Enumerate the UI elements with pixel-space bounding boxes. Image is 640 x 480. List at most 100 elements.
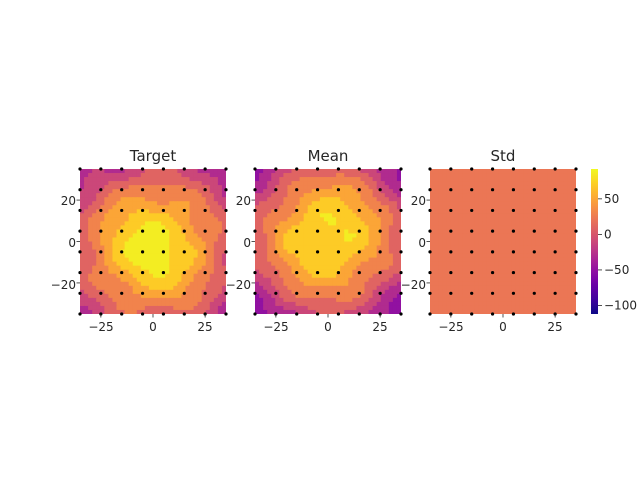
contour-cell — [364, 273, 370, 279]
contour-cell — [157, 213, 162, 218]
sample-point — [357, 229, 361, 233]
x-tick-label-std-1: −25 — [438, 320, 463, 334]
contour-cell — [380, 209, 386, 214]
contour-cell — [507, 269, 512, 275]
contour-cell — [547, 277, 553, 283]
contour-cell — [486, 245, 492, 251]
contour-cell — [539, 177, 545, 182]
contour-cell — [116, 257, 122, 263]
contour-cell — [323, 229, 329, 235]
contour-cell — [470, 189, 476, 194]
contour-cell — [80, 173, 85, 178]
contour-cell — [454, 305, 459, 311]
contour-cell — [466, 217, 472, 222]
contour-cell — [283, 301, 289, 307]
contour-cell — [364, 301, 370, 307]
contour-cell — [169, 257, 174, 263]
contour-cell — [332, 221, 337, 226]
contour-cell — [434, 193, 439, 198]
contour-cell — [323, 257, 329, 263]
contour-cell — [201, 173, 207, 178]
contour-cell — [364, 257, 370, 263]
contour-cell — [177, 261, 182, 267]
contour-cell — [100, 241, 105, 247]
contour-cell — [515, 217, 520, 222]
sample-point — [120, 291, 124, 295]
contour-cell — [348, 301, 353, 307]
contour-cell — [132, 173, 138, 178]
contour-cell — [543, 253, 549, 259]
contour-cell — [185, 221, 191, 226]
contour-cell — [519, 249, 524, 255]
contour-cell — [144, 185, 150, 190]
contour-cell — [193, 241, 199, 247]
contour-cell — [434, 217, 439, 222]
contour-cell — [153, 181, 158, 186]
sample-point — [140, 250, 145, 254]
contour-cell — [559, 237, 565, 243]
contour-cell — [255, 233, 260, 239]
contour-cell — [295, 305, 301, 311]
sample-point — [99, 270, 103, 275]
contour-cell — [181, 273, 187, 279]
contour-cell — [352, 193, 357, 198]
contour-cell — [201, 285, 207, 291]
contour-cell — [84, 269, 89, 275]
contour-cell — [372, 261, 378, 267]
contour-cell — [80, 217, 85, 222]
contour-cell — [348, 261, 353, 267]
contour-cell — [271, 285, 276, 291]
sample-point — [428, 229, 432, 233]
contour-cell — [112, 241, 118, 247]
contour-cell — [80, 305, 85, 311]
contour-cell — [303, 285, 309, 291]
contour-cell — [458, 273, 464, 279]
contour-cell — [551, 189, 557, 194]
contour-cell — [392, 277, 398, 283]
contour-cell — [531, 241, 537, 247]
contour-cell — [384, 305, 390, 311]
contour-cell — [128, 233, 134, 239]
contour-cell — [92, 201, 97, 206]
contour-cell — [462, 205, 468, 210]
contour-cell — [470, 197, 476, 202]
contour-cell — [527, 293, 532, 299]
contour-cell — [315, 225, 321, 231]
contour-cell — [181, 225, 187, 231]
contour-cell — [380, 189, 386, 194]
contour-cell — [104, 257, 109, 263]
contour-cell — [380, 277, 386, 283]
contour-cell — [161, 281, 166, 287]
contour-cell — [547, 181, 553, 186]
contour-cell — [88, 249, 93, 255]
contour-cell — [185, 189, 191, 194]
contour-cell — [144, 181, 150, 186]
contour-cell — [474, 245, 480, 251]
contour-cell — [177, 169, 182, 174]
contour-cell — [295, 241, 301, 247]
contour-cell — [205, 289, 211, 295]
contour-cell — [490, 293, 496, 299]
contour-cell — [283, 253, 289, 259]
contour-cell — [263, 281, 268, 287]
contour-cell — [263, 209, 268, 214]
contour-cell — [539, 245, 545, 251]
contour-cell — [88, 289, 93, 295]
contour-cell — [555, 205, 561, 210]
sample-point — [470, 167, 474, 171]
contour-cell — [340, 241, 345, 247]
contour-cell — [197, 197, 203, 202]
contour-cell — [458, 205, 464, 210]
contour-cell — [275, 301, 280, 307]
contour-cell — [535, 305, 541, 311]
contour-cell — [384, 281, 390, 287]
contour-cell — [388, 189, 394, 194]
contour-cell — [442, 217, 447, 222]
contour-cell — [165, 297, 170, 303]
contour-cell — [132, 229, 138, 235]
contour-cell — [299, 245, 305, 251]
contour-cell — [108, 309, 114, 314]
contour-cell — [478, 261, 484, 267]
contour-cell — [259, 233, 264, 239]
contour-cell — [559, 245, 565, 251]
